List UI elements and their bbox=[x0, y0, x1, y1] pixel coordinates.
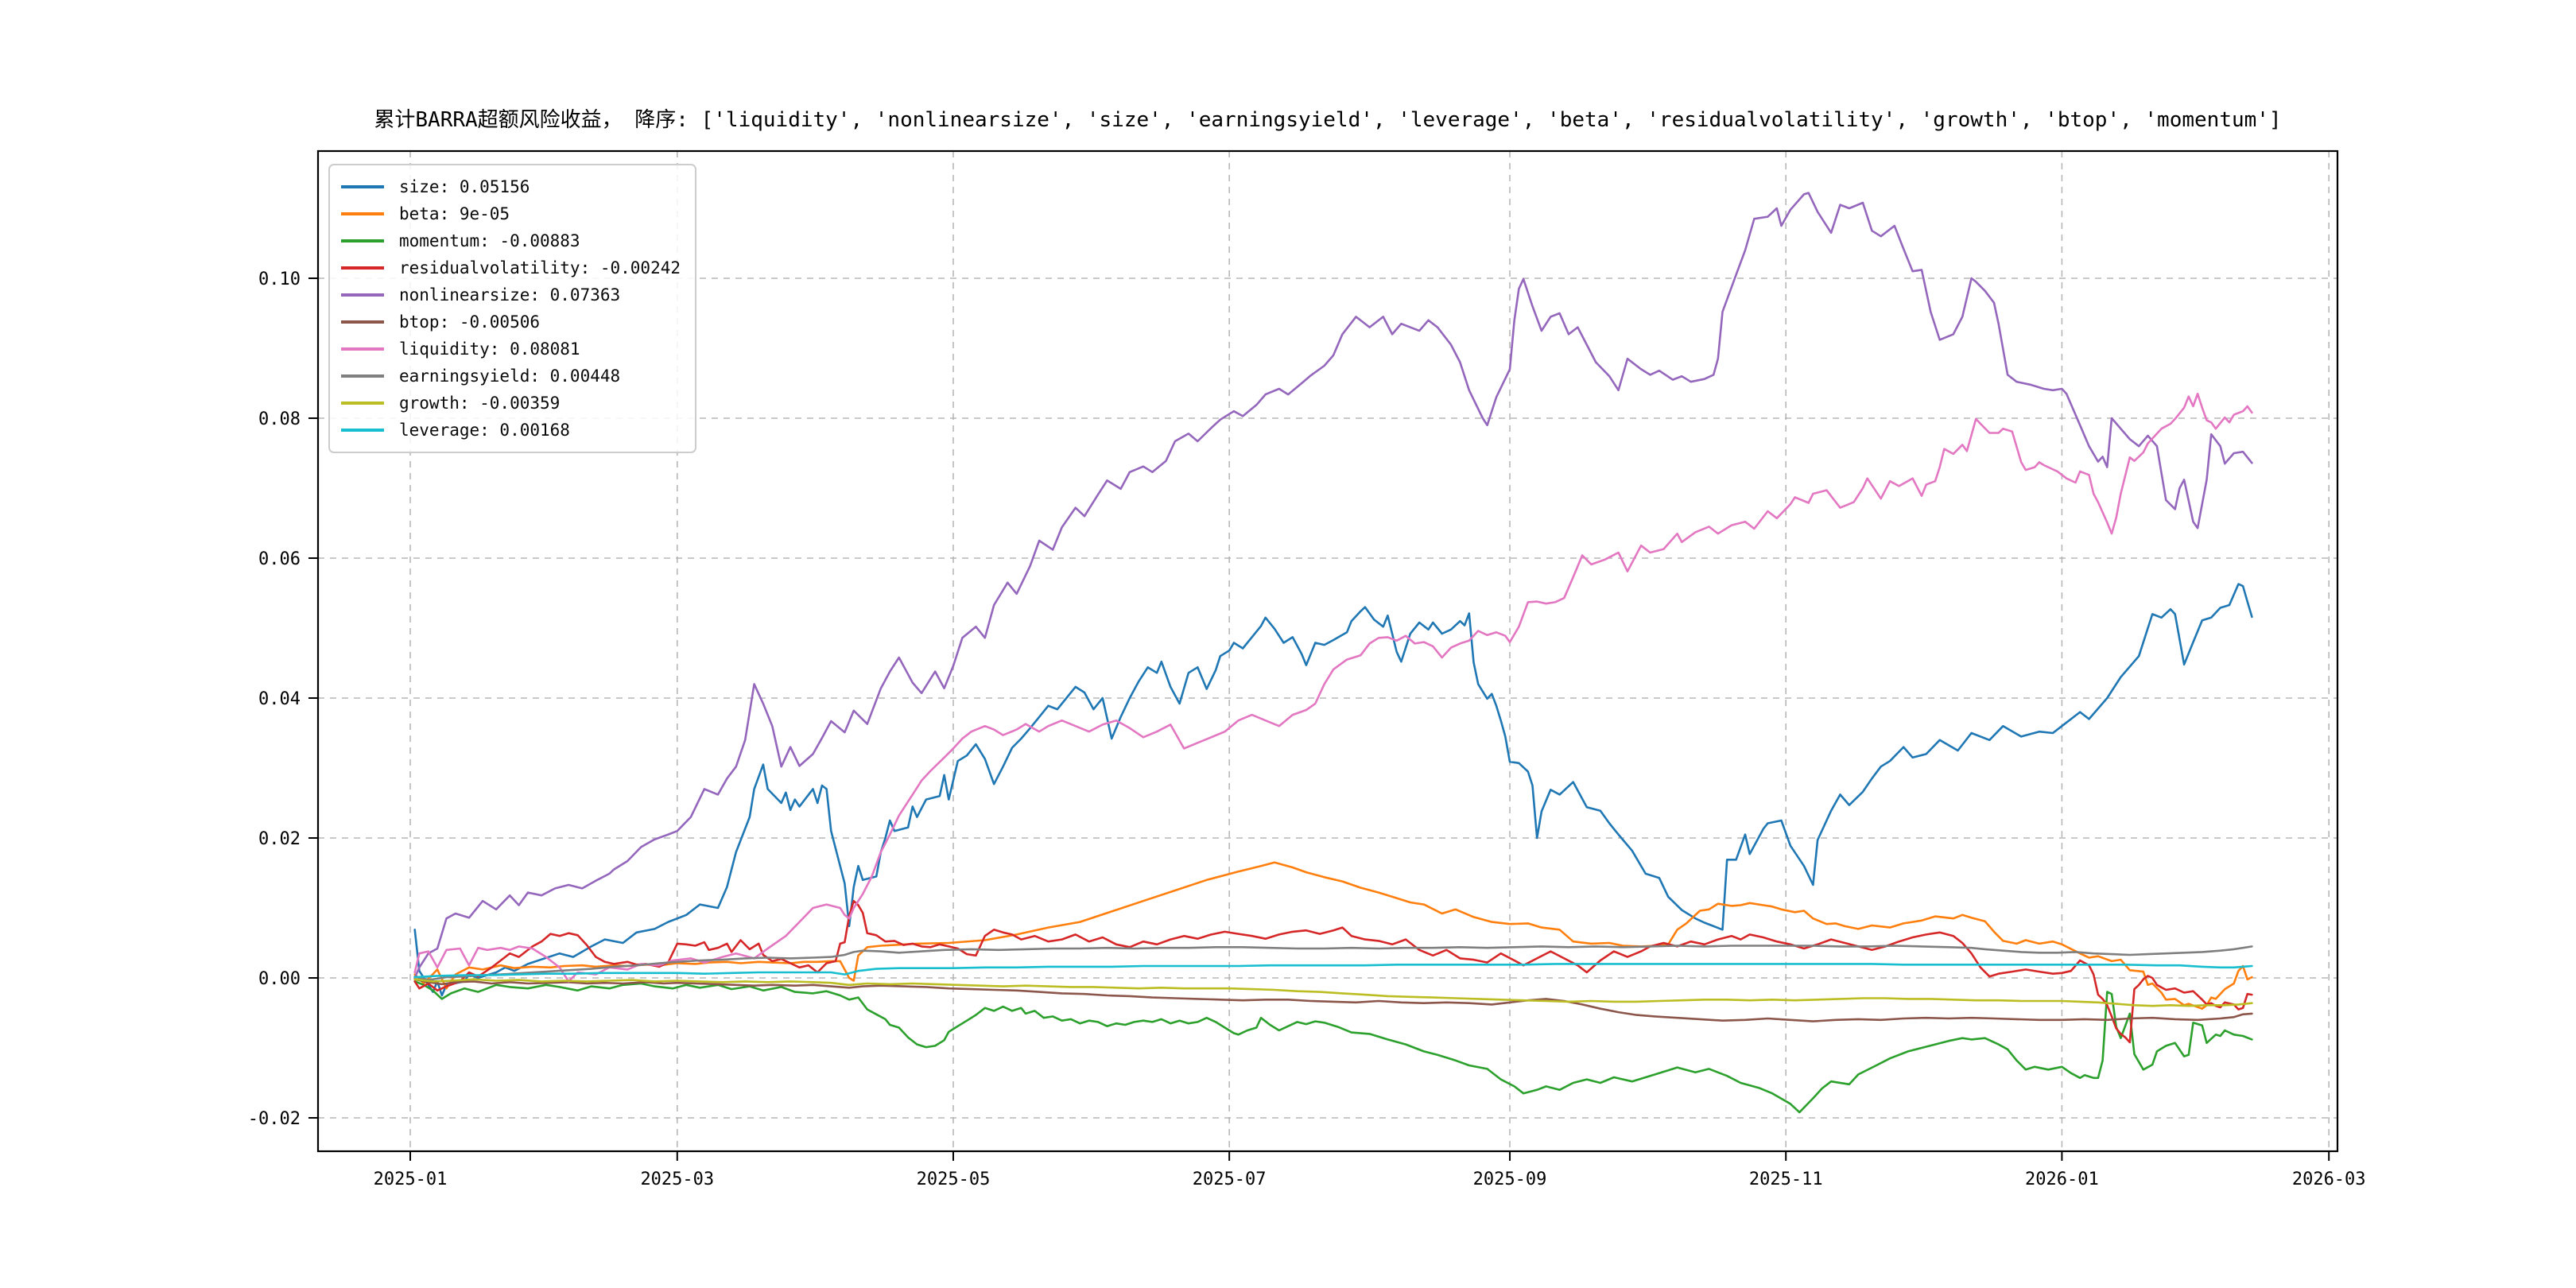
y-tick-label: -0.02 bbox=[248, 1109, 301, 1129]
legend-swatch-momentum bbox=[341, 239, 384, 242]
series-line-earningsyield bbox=[413, 945, 2253, 981]
legend-item-residualvolatility: residualvolatility: -0.00242 bbox=[341, 254, 681, 281]
legend-label: liquidity: 0.08081 bbox=[399, 339, 580, 359]
series-line-momentum bbox=[413, 980, 2253, 1114]
legend-swatch-btop bbox=[341, 320, 384, 324]
legend-swatch-nonlinearsize bbox=[341, 293, 384, 297]
y-tick-label: 0.10 bbox=[258, 270, 301, 289]
series-line-nonlinearsize bbox=[413, 192, 2253, 980]
x-tick-label: 2025-07 bbox=[1193, 1170, 1267, 1189]
legend-swatch-leverage bbox=[341, 429, 384, 432]
legend-label: btop: -0.00506 bbox=[399, 312, 541, 332]
legend: size: 0.05156 beta: 9e-05 momentum: -0.0… bbox=[328, 164, 697, 453]
legend-item-nonlinearsize: nonlinearsize: 0.07363 bbox=[341, 281, 681, 308]
series-line-beta bbox=[413, 861, 2253, 1010]
legend-swatch-size bbox=[341, 185, 384, 188]
series-line-growth bbox=[413, 978, 2253, 1007]
x-tick-label: 2025-11 bbox=[1749, 1170, 1823, 1189]
y-tick-label: 0.04 bbox=[258, 689, 301, 709]
x-tick-label: 2026-01 bbox=[2025, 1170, 2099, 1189]
series-line-liquidity bbox=[413, 392, 2253, 983]
legend-item-earningsyield: earningsyield: 0.00448 bbox=[341, 363, 681, 390]
y-tick-label: 0.08 bbox=[258, 409, 301, 429]
legend-swatch-earningsyield bbox=[341, 374, 384, 378]
legend-item-btop: btop: -0.00506 bbox=[341, 308, 681, 336]
legend-item-liquidity: liquidity: 0.08081 bbox=[341, 336, 681, 363]
x-tick-label: 2025-03 bbox=[640, 1170, 714, 1189]
legend-label: growth: -0.00359 bbox=[399, 394, 561, 413]
legend-label: earningsyield: 0.00448 bbox=[399, 367, 621, 386]
series-line-leverage bbox=[413, 963, 2253, 979]
y-tick-label: 0.02 bbox=[258, 829, 301, 849]
legend-label: nonlinearsize: 0.07363 bbox=[399, 285, 621, 305]
legend-label: momentum: -0.00883 bbox=[399, 231, 580, 250]
x-tick-label: 2025-01 bbox=[374, 1170, 448, 1189]
legend-swatch-growth bbox=[341, 402, 384, 405]
chart-title: 累计BARRA超额风险收益， 降序: ['liquidity', 'nonlin… bbox=[374, 108, 2282, 132]
series-line-residualvolatility bbox=[413, 899, 2253, 1044]
series-line-btop bbox=[413, 978, 2253, 1022]
legend-label: leverage: 0.00168 bbox=[399, 421, 570, 440]
legend-item-leverage: leverage: 0.00168 bbox=[341, 417, 681, 444]
series-line-size bbox=[413, 583, 2253, 997]
legend-item-momentum: momentum: -0.00883 bbox=[341, 227, 681, 254]
legend-item-growth: growth: -0.00359 bbox=[341, 390, 681, 417]
x-tick-label: 2025-09 bbox=[1473, 1170, 1547, 1189]
axes-spines bbox=[316, 149, 2339, 1153]
legend-item-beta: beta: 9e-05 bbox=[341, 200, 681, 227]
legend-label: size: 0.05156 bbox=[399, 177, 530, 196]
x-tick-label: 2026-03 bbox=[2292, 1170, 2366, 1189]
legend-swatch-residualvolatility bbox=[341, 266, 384, 270]
x-tick-label: 2025-05 bbox=[917, 1170, 991, 1189]
y-tick-label: 0.00 bbox=[258, 969, 301, 989]
legend-item-size: size: 0.05156 bbox=[341, 173, 681, 200]
legend-swatch-beta bbox=[341, 212, 384, 215]
legend-label: beta: 9e-05 bbox=[399, 204, 510, 223]
legend-swatch-liquidity bbox=[341, 347, 384, 351]
y-tick-label: 0.06 bbox=[258, 549, 301, 569]
legend-label: residualvolatility: -0.00242 bbox=[399, 258, 681, 277]
